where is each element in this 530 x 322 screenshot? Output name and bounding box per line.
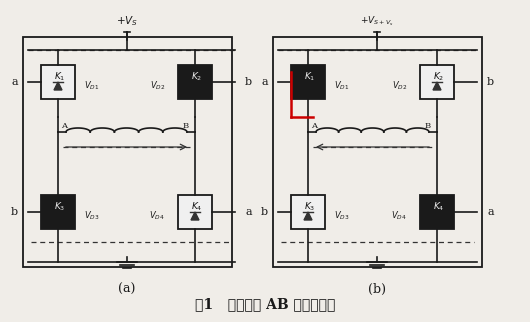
Text: $K_2$: $K_2$ [191, 71, 202, 83]
Text: 图1   电机绕组 AB 的电流方向: 图1 电机绕组 AB 的电流方向 [195, 297, 335, 311]
Text: $V_{D1}$: $V_{D1}$ [84, 80, 99, 92]
Bar [23, 37, 232, 267]
Text: A: A [311, 122, 317, 130]
Bar [420, 195, 454, 229]
Text: a: a [11, 77, 18, 87]
Text: $K_1$: $K_1$ [54, 71, 66, 83]
Text: (a): (a) [118, 282, 136, 296]
Text: $V_{D4}$: $V_{D4}$ [391, 210, 407, 222]
Bar [420, 65, 454, 99]
Text: $K_4$: $K_4$ [433, 201, 445, 213]
Text: b: b [487, 77, 494, 87]
Bar [41, 195, 75, 229]
Text: $K_3$: $K_3$ [54, 201, 66, 213]
Text: a: a [245, 207, 252, 217]
Text: $V_{D3}$: $V_{D3}$ [334, 210, 350, 222]
Text: $V_{D4}$: $V_{D4}$ [149, 210, 165, 222]
Text: $+V_{S+V_s}$: $+V_{S+V_s}$ [360, 14, 394, 28]
Text: $K_3$: $K_3$ [304, 201, 316, 213]
Polygon shape [191, 212, 199, 220]
Text: $+V_S$: $+V_S$ [116, 14, 138, 28]
Text: b: b [11, 207, 18, 217]
Text: $V_{D3}$: $V_{D3}$ [84, 210, 100, 222]
Text: $K_2$: $K_2$ [434, 71, 445, 83]
Bar [291, 195, 325, 229]
Bar [41, 65, 75, 99]
Polygon shape [304, 212, 312, 220]
Text: a: a [261, 77, 268, 87]
Bar [273, 37, 482, 267]
Text: B: B [183, 122, 189, 130]
Bar [178, 195, 212, 229]
Text: A: A [61, 122, 67, 130]
Text: $K_1$: $K_1$ [304, 71, 316, 83]
Text: b: b [261, 207, 268, 217]
Bar [291, 65, 325, 99]
Text: a: a [487, 207, 493, 217]
Text: (b): (b) [368, 282, 386, 296]
Text: $V_{D2}$: $V_{D2}$ [392, 80, 407, 92]
Polygon shape [54, 82, 62, 90]
Bar [178, 65, 212, 99]
Text: $V_{D1}$: $V_{D1}$ [334, 80, 349, 92]
Polygon shape [433, 82, 441, 90]
Text: $V_{D2}$: $V_{D2}$ [149, 80, 165, 92]
Text: $K_4$: $K_4$ [191, 201, 203, 213]
Text: b: b [245, 77, 252, 87]
Text: B: B [425, 122, 431, 130]
